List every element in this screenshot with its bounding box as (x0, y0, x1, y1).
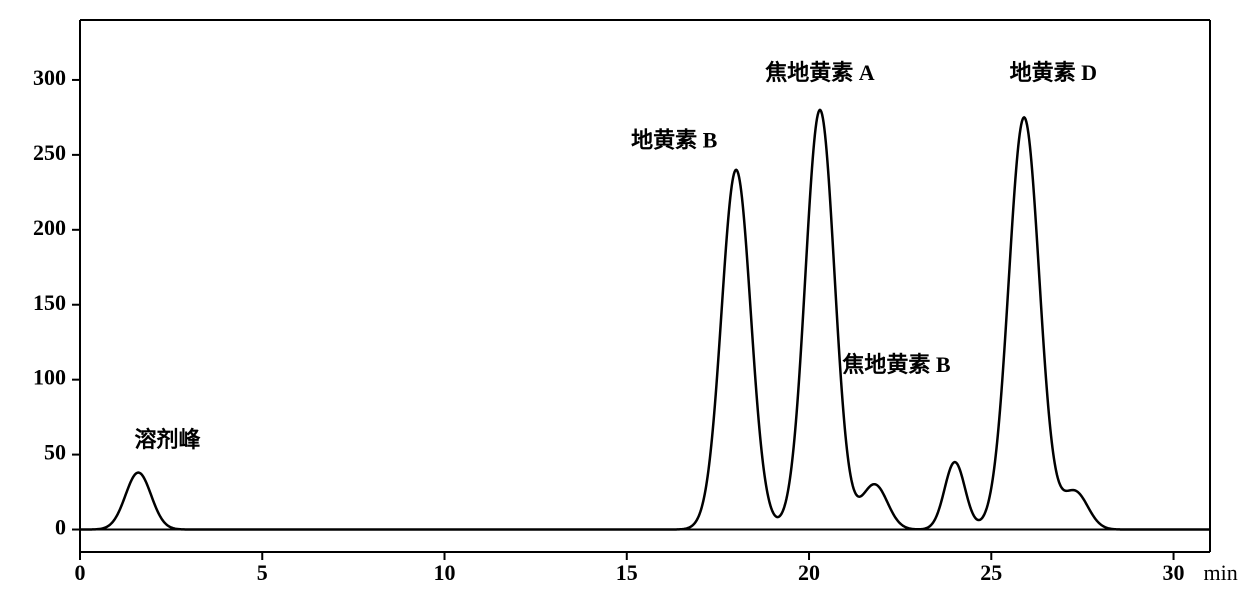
y-tick-label: 100 (33, 365, 66, 390)
peak-label-jdhsA: 焦地黄素 A (764, 60, 875, 85)
peak-label-dhsD: 地黄素 D (1010, 60, 1097, 85)
x-tick-label: 20 (798, 560, 820, 585)
peak-label-solvent: 溶剂峰 (134, 427, 201, 452)
x-tick-label: 30 (1163, 560, 1185, 585)
chromatogram-chart: 0 50 100 150 200 250 300 0 5 10 15 20 25 30 min 溶剂峰 地黄素 … (0, 0, 1240, 602)
y-tick-label: 150 (33, 290, 66, 315)
peak-label-jdhsB: 焦地黄素 B (841, 352, 951, 377)
y-tick-label: 200 (33, 215, 66, 240)
y-tick-label: 300 (33, 65, 66, 90)
chart-svg: 0 50 100 150 200 250 300 0 5 10 15 20 25 30 min 溶剂峰 地黄素 … (0, 0, 1240, 602)
y-tick-label: 250 (33, 140, 66, 165)
x-tick-label: 15 (616, 560, 638, 585)
peak-label-dhsB: 地黄素 B (631, 127, 718, 152)
y-tick-label: 0 (55, 515, 66, 540)
x-tick-label: 5 (257, 560, 268, 585)
x-tick-label: 10 (434, 560, 456, 585)
y-tick-label: 50 (44, 440, 66, 465)
x-tick-label: 25 (980, 560, 1002, 585)
x-axis-unit: min (1204, 560, 1238, 585)
chromatogram-trace (80, 110, 1210, 530)
x-tick-label: 0 (75, 560, 86, 585)
